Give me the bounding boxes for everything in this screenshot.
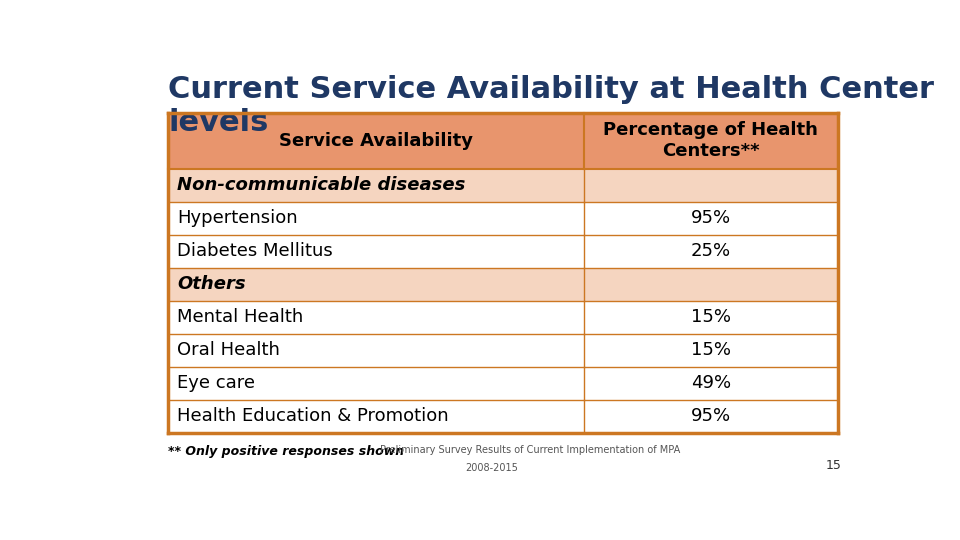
Text: Diabetes Mellitus: Diabetes Mellitus (178, 242, 333, 260)
Text: Eye care: Eye care (178, 374, 255, 392)
Text: Others: Others (178, 275, 246, 293)
Bar (168, 367, 838, 400)
Bar (168, 268, 838, 301)
Bar (168, 301, 838, 334)
Text: 25%: 25% (690, 242, 731, 260)
Text: Percentage of Health
Centers**: Percentage of Health Centers** (603, 122, 818, 160)
Bar (168, 168, 838, 201)
Text: Service Availability: Service Availability (279, 132, 473, 150)
Text: 15: 15 (826, 460, 842, 472)
Text: 95%: 95% (690, 209, 731, 227)
Bar (168, 334, 838, 367)
Bar (168, 235, 838, 268)
Text: Oral Health: Oral Health (178, 341, 280, 359)
Text: Hypertension: Hypertension (178, 209, 298, 227)
Bar (168, 400, 838, 433)
Text: Health Education & Promotion: Health Education & Promotion (178, 407, 449, 426)
Text: 2008-2015: 2008-2015 (466, 463, 518, 473)
Text: 49%: 49% (690, 374, 731, 392)
Bar (168, 201, 838, 235)
Text: 15%: 15% (691, 308, 731, 326)
Text: 95%: 95% (690, 407, 731, 426)
Text: Non-communicable diseases: Non-communicable diseases (178, 176, 466, 194)
Text: Current Service Availability at Health Center
levels: Current Service Availability at Health C… (168, 75, 934, 137)
Text: ** Only positive responses shown: ** Only positive responses shown (168, 446, 404, 458)
Text: 15%: 15% (691, 341, 731, 359)
Bar (168, 113, 838, 168)
Text: Preliminary Survey Results of Current Implementation of MPA: Preliminary Survey Results of Current Im… (380, 446, 681, 455)
Text: Mental Health: Mental Health (178, 308, 303, 326)
